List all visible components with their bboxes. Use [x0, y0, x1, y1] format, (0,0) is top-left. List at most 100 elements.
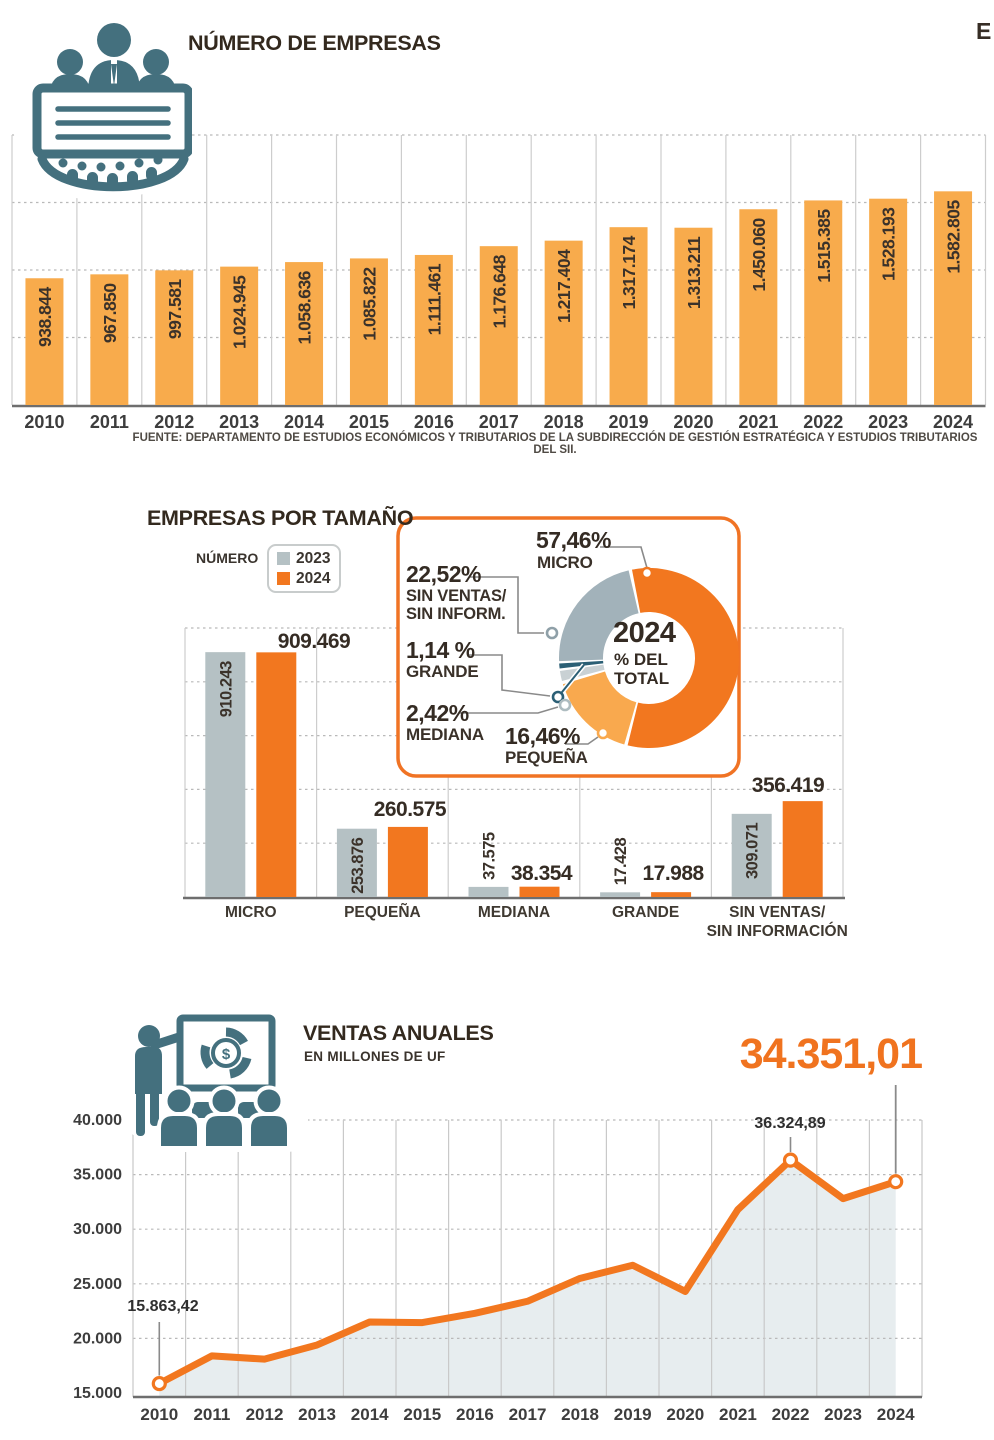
x-label-2017: 2017 — [509, 1405, 547, 1424]
x-label-2022: 2022 — [803, 412, 843, 432]
leader-micro — [600, 546, 648, 569]
donut-label-grande: GRANDE — [406, 662, 479, 681]
donut-center-line2: % DEL — [614, 650, 668, 669]
meeting-icon-shapes — [32, 23, 192, 192]
donut-center-line3: TOTAL — [614, 669, 670, 688]
donut-slice-peque-a — [562, 671, 637, 745]
sales-line — [155, 1156, 900, 1388]
donut-label-sinventas-pct: 22,52% — [406, 561, 482, 587]
bar-2023-0 — [205, 652, 246, 897]
chart1-title: NÚMERO DE EMPRESAS — [188, 31, 441, 55]
chart2-title: EMPRESAS POR TAMAÑO — [147, 506, 414, 530]
y-label-40.000: 40.000 — [73, 1112, 122, 1129]
legend-swatch-2023 — [277, 552, 290, 565]
bar-value-2012: 997.581 — [165, 279, 185, 340]
bar-2021 — [739, 209, 778, 405]
donut-label-mediana: MEDIANA — [406, 725, 484, 744]
x-label-2015: 2015 — [349, 412, 389, 432]
x-label-2023: 2023 — [824, 1405, 862, 1424]
bar-2023-4 — [731, 813, 772, 897]
bar-2018 — [544, 240, 583, 405]
x-label-2014: 2014 — [284, 412, 324, 432]
leader-dot-1 — [545, 626, 559, 640]
bar-value-2016: 1.111.461 — [424, 263, 444, 335]
y-label-20.000: 20.000 — [73, 1330, 122, 1347]
leader-pequena — [565, 736, 599, 745]
companies-meeting-icon — [14, 8, 192, 200]
bar-2023-3 — [600, 892, 641, 897]
bar-2010 — [25, 278, 64, 405]
donut-label-sinventas-line2: SIN INFORM. — [406, 605, 506, 623]
x-label-2011: 2011 — [193, 1405, 230, 1424]
bar-2012 — [155, 270, 194, 405]
donut-center-year: 2024 — [613, 617, 676, 649]
x-label-2022: 2022 — [772, 1405, 810, 1424]
donut-label-micro: MICRO — [537, 553, 593, 572]
legend-text-2023: 2023 — [296, 549, 331, 567]
bar-2014 — [285, 262, 324, 405]
bar-value-2010: 938.844 — [35, 286, 55, 347]
bar-2020 — [674, 227, 713, 405]
y-label-25.000: 25.000 — [73, 1276, 122, 1293]
x-label-2024: 2024 — [877, 1405, 915, 1424]
bar-2023-2 — [468, 886, 509, 897]
x-label-2021: 2021 — [719, 1405, 757, 1424]
annotation-2022-value: 36.324,89 — [754, 1115, 826, 1132]
bar-2024-1 — [387, 826, 428, 897]
donut-label-sinventas-line1: SIN VENTAS/ — [406, 587, 507, 605]
x-label-2013: 2013 — [298, 1405, 336, 1424]
bar-2024 — [934, 191, 973, 405]
leader-sinventas — [470, 576, 544, 634]
leader-grande — [468, 654, 551, 697]
chart2-legend-label: NÚMERO — [196, 550, 259, 566]
chart3-title: VENTAS ANUALES — [303, 1021, 494, 1045]
bar-label-2024-2: 38.354 — [511, 862, 573, 885]
category-label-3: GRANDE — [612, 904, 679, 921]
x-label-2010: 2010 — [24, 412, 64, 432]
category-label-2: MEDIANA — [478, 904, 550, 921]
bar-value-2017: 1.176.648 — [489, 254, 509, 328]
bar-value-2014: 1.058.636 — [295, 270, 315, 344]
x-label-2020: 2020 — [666, 1405, 704, 1424]
bar-2024-2 — [519, 886, 560, 897]
bar-value-2019: 1.317.174 — [619, 235, 639, 309]
x-label-2016: 2016 — [414, 412, 454, 432]
annotation-2010-value: 15.863,42 — [127, 1298, 199, 1315]
marker-2022 — [782, 1152, 799, 1168]
chart1-group: 938.844 2010 967.850 2011 997.581 2012 1.024.9… — [11, 134, 987, 432]
bar-2011 — [90, 274, 129, 405]
donut-slice-mediana — [559, 664, 605, 681]
bar-2022 — [804, 200, 843, 405]
marker-2010 — [151, 1375, 167, 1392]
category-label-1: PEQUEÑA — [344, 903, 421, 921]
legend-item-2023: 2023 — [277, 549, 339, 569]
dollar-glyph: $ — [222, 1046, 231, 1063]
chart3-subtitle: EN MILLONES DE UF — [304, 1049, 446, 1064]
legend-item-2024: 2024 — [277, 569, 339, 589]
x-label-2012: 2012 — [154, 412, 194, 432]
bar-label-2024-1: 260.575 — [374, 798, 447, 821]
x-label-2019: 2019 — [614, 1405, 652, 1424]
x-label-2015: 2015 — [403, 1405, 441, 1424]
leader-dot-4 — [596, 726, 610, 740]
donut-label-grande-pct: 1,14 % — [406, 637, 475, 663]
donut-label-mediana-pct: 2,42% — [406, 700, 469, 726]
bar-2016 — [414, 254, 453, 405]
bar-value-2020: 1.313.211 — [684, 236, 704, 309]
x-label-2011: 2011 — [90, 412, 129, 432]
bar-value-2024: 1.582.805 — [944, 200, 964, 274]
bar-2024-0 — [256, 652, 297, 897]
x-label-2021: 2021 — [738, 412, 778, 432]
bar-2023-1 — [336, 828, 377, 897]
legend: 2023 2024 — [267, 544, 341, 593]
y-label-35.000: 35.000 — [73, 1167, 122, 1184]
chart2-group: 910.243 909.469 MICRO 253.876 260.575 PEQUEÑA… — [183, 627, 848, 940]
x-label-2020: 2020 — [673, 412, 713, 432]
donut-slice-sin-ventas — [558, 570, 639, 662]
cropped-text-fragment: E — [976, 18, 992, 44]
x-label-2023: 2023 — [868, 412, 908, 432]
x-label-2018: 2018 — [544, 412, 584, 432]
y-label-15.000: 15.000 — [73, 1385, 122, 1402]
x-label-2017: 2017 — [479, 412, 519, 432]
